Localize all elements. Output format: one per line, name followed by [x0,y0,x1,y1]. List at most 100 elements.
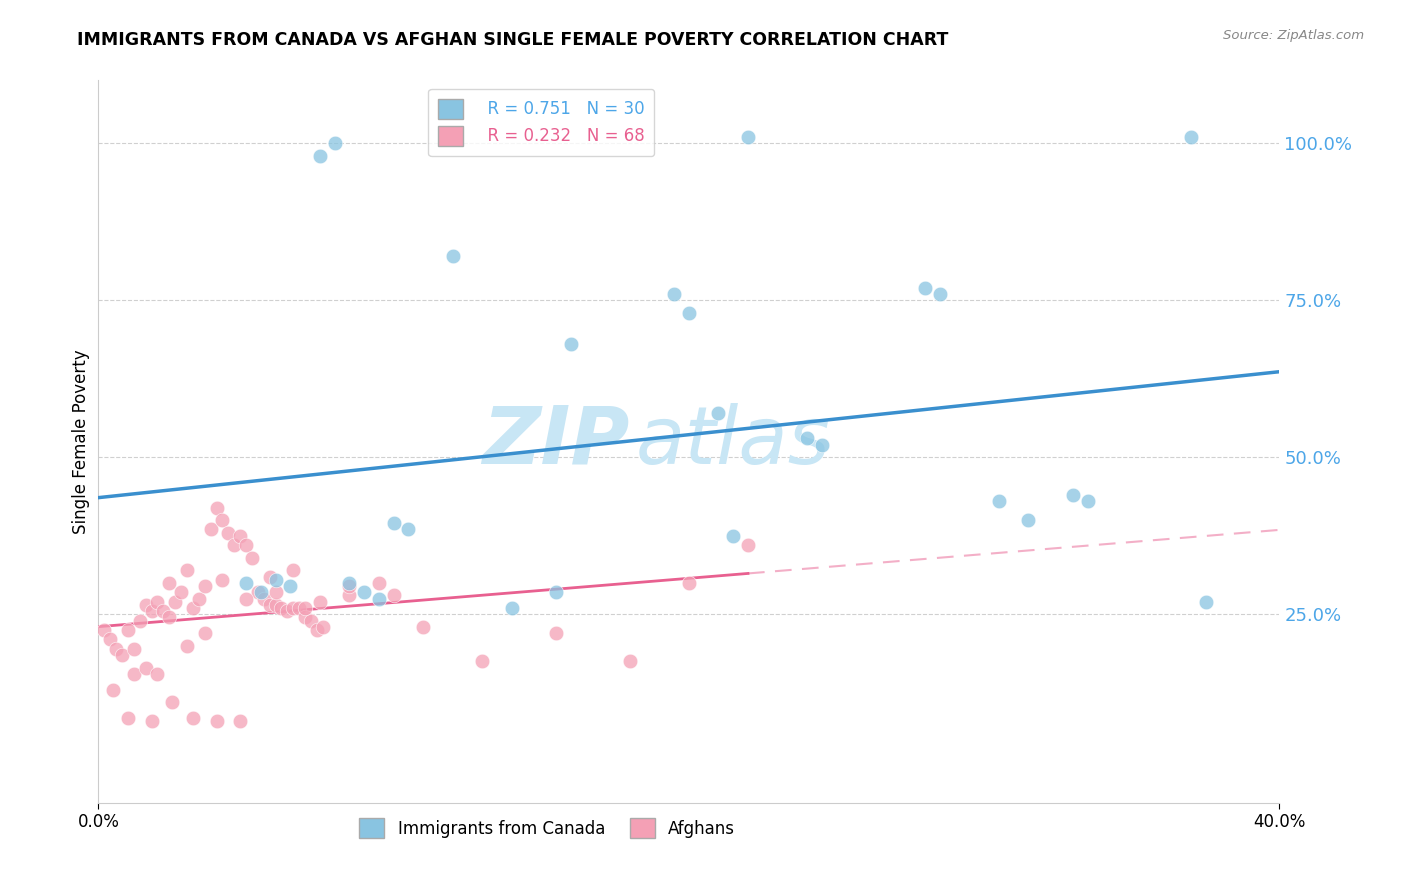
Point [194,579,217,593]
Point [1018,513,1040,527]
Point [211,513,233,527]
Point [187,591,209,606]
Point [1077,494,1099,508]
Point [678,575,700,590]
Point [146,595,169,609]
Y-axis label: Single Female Poverty: Single Female Poverty [72,350,90,533]
Point [105,641,128,656]
Point [141,714,163,728]
Point [162,695,183,709]
Point [246,585,269,599]
Text: atlas: atlas [636,402,831,481]
Point [264,585,287,599]
Legend: Immigrants from Canada, Afghans: Immigrants from Canada, Afghans [353,812,742,845]
Point [288,601,311,615]
Text: ZIP: ZIP [482,402,630,481]
Point [398,523,420,537]
Point [914,280,936,294]
Point [441,249,464,263]
Text: IMMIGRANTS FROM CANADA VS AFGHAN SINGLE FEMALE POVERTY CORRELATION CHART: IMMIGRANTS FROM CANADA VS AFGHAN SINGLE … [77,31,949,49]
Point [723,529,745,543]
Point [283,601,305,615]
Point [229,714,252,728]
Point [412,620,434,634]
Point [309,149,332,163]
Point [93,623,115,637]
Point [619,655,641,669]
Point [157,610,180,624]
Point [678,306,700,320]
Point [181,711,204,725]
Point [194,626,217,640]
Point [283,563,305,577]
Text: Source: ZipAtlas.com: Source: ZipAtlas.com [1223,29,1364,42]
Point [471,655,494,669]
Point [796,431,818,445]
Point [176,563,198,577]
Point [205,500,228,515]
Point [117,711,139,725]
Point [235,538,257,552]
Point [200,523,222,537]
Point [240,550,263,565]
Point [737,129,759,144]
Point [1062,488,1084,502]
Point [276,604,298,618]
Point [122,641,145,656]
Point [111,648,134,662]
Point [117,623,139,637]
Point [368,575,391,590]
Point [737,538,759,552]
Point [664,286,686,301]
Point [135,661,157,675]
Point [309,595,332,609]
Point [305,623,328,637]
Point [382,589,405,603]
Point [929,286,952,301]
Point [152,604,174,618]
Point [264,573,287,587]
Point [988,494,1011,508]
Point [339,589,361,603]
Point [270,601,292,615]
Point [264,598,287,612]
Point [128,614,150,628]
Point [211,573,233,587]
Point [229,529,252,543]
Point [546,585,568,599]
Point [135,598,157,612]
Point [98,632,121,647]
Point [294,601,316,615]
Point [339,575,361,590]
Point [103,682,125,697]
Point [157,575,180,590]
Point [141,604,163,618]
Point [259,598,281,612]
Point [253,591,276,606]
Point [1180,129,1202,144]
Point [235,591,257,606]
Point [217,525,239,540]
Point [339,579,361,593]
Point [146,667,169,681]
Point [810,438,832,452]
Point [235,575,257,590]
Point [323,136,346,150]
Point [299,614,322,628]
Point [224,538,246,552]
Point [259,569,281,583]
Point [280,579,302,593]
Point [205,714,228,728]
Point [176,639,198,653]
Point [707,406,730,420]
Point [122,667,145,681]
Point [1195,595,1218,609]
Point [181,601,204,615]
Point [294,610,316,624]
Point [170,585,193,599]
Point [560,337,582,351]
Point [250,585,273,599]
Point [546,626,568,640]
Point [312,620,335,634]
Point [382,516,405,531]
